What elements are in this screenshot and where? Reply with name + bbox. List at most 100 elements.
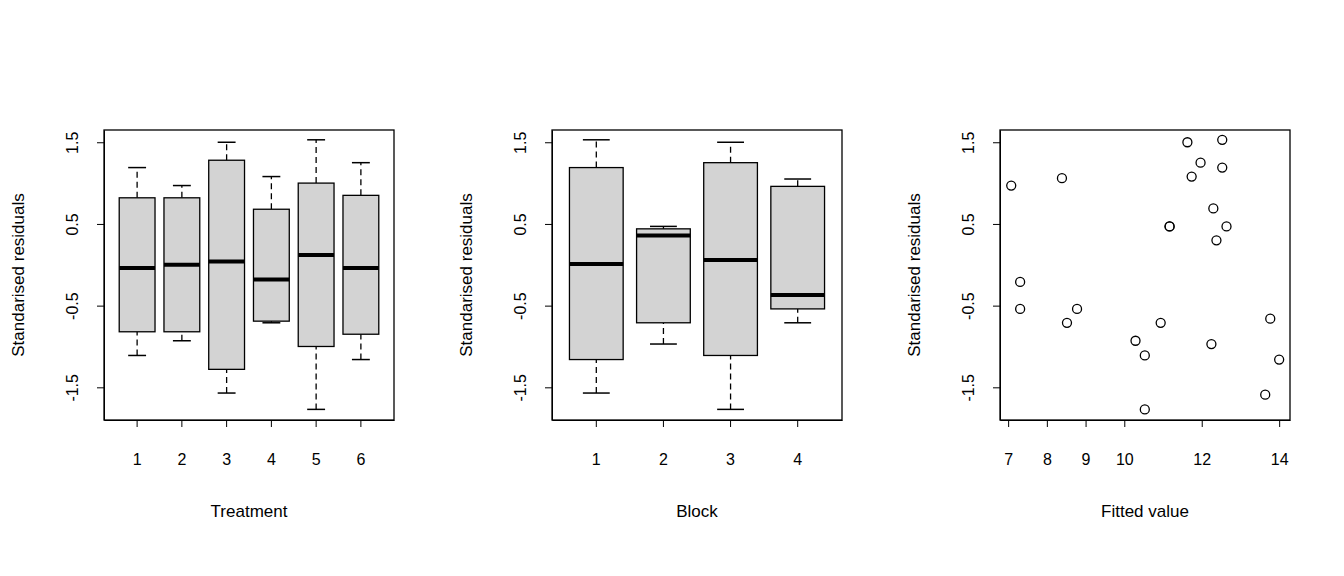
whisker [136,332,137,356]
whisker [797,179,798,186]
median [298,253,334,257]
box [569,168,623,360]
point [1209,204,1218,213]
median [343,266,379,270]
tick-mark [730,420,731,427]
plot-frame [104,130,394,420]
whisker [663,323,664,344]
box-group [771,179,825,323]
tick-mark [545,387,552,388]
whisker [226,142,227,160]
whisker-cap [784,178,811,180]
tick-mark [97,387,104,388]
point [1057,174,1066,183]
axis: 123456 [105,420,395,468]
tick-label: 6 [356,451,365,468]
point [1073,304,1082,313]
tick: 7 [1004,420,1013,468]
whisker [596,360,597,393]
whisker-cap [128,167,146,169]
tick-mark [360,420,361,427]
tick-mark [97,142,104,143]
whisker [181,332,182,341]
plot-frame [1000,130,1290,420]
tick-mark [993,224,1000,225]
point [1016,304,1025,313]
box-group [637,226,691,344]
plot-frame [552,130,842,420]
tick: 9 [1082,420,1091,468]
y-axis-title: Standarised residuals [457,193,476,356]
tick-label: 1.5 [512,132,529,154]
tick-label: 12 [1193,451,1211,468]
tick: -0.5 [960,292,1000,320]
tick-mark [97,224,104,225]
point [1165,222,1174,231]
whisker [315,346,316,409]
tick-mark [993,142,1000,143]
panel: 789101214-1.5-0.50.51.5Fitted valueStand… [905,130,1291,521]
whisker-cap [173,340,191,342]
whisker-cap [583,392,610,394]
median [209,260,245,264]
tick-label: 4 [793,451,802,468]
tick-label: -1.5 [512,374,529,402]
tick-mark [226,420,227,427]
x-axis-title: Treatment [211,502,288,521]
tick: 1.5 [64,132,104,154]
whisker [271,177,272,210]
box-group [253,177,289,323]
tick-label: 1 [592,451,601,468]
whisker-cap [128,355,146,357]
whisker-cap [784,322,811,324]
tick: 14 [1271,420,1289,468]
point [1062,318,1071,327]
tick: -0.5 [64,292,104,320]
point [1131,336,1140,345]
tick: 0.5 [64,213,104,235]
box [253,209,289,321]
whisker-cap [352,162,370,164]
tick-mark [316,420,317,427]
box-group [704,142,758,409]
tick-mark [1008,420,1009,427]
tick: 0.5 [512,213,552,235]
tick-label: 3 [222,451,231,468]
whisker-cap [173,185,191,187]
tick-label: 8 [1043,451,1052,468]
tick: 1 [133,420,142,468]
point [1218,135,1227,144]
tick-mark [1124,420,1125,427]
tick-label: 10 [1116,451,1134,468]
box [704,163,758,356]
box [209,160,245,369]
point [1187,172,1196,181]
tick: 0.5 [960,213,1000,235]
tick-mark [545,142,552,143]
whisker-cap [307,139,325,141]
tick: 6 [356,420,365,468]
tick-mark [663,420,664,427]
point [1016,277,1025,286]
tick-mark [181,420,182,427]
tick: 2 [659,420,668,468]
median [637,233,691,237]
x-axis-title: Fitted value [1101,502,1189,521]
tick-label: 7 [1004,451,1013,468]
point [1165,222,1174,231]
tick-label: -1.5 [64,374,81,402]
tick: 5 [312,420,321,468]
whisker [730,142,731,162]
whisker-cap [583,139,610,141]
median [119,266,155,270]
tick: -0.5 [512,292,552,320]
tick-mark [1202,420,1203,427]
tick: 1 [592,420,601,468]
tick-label: 9 [1082,451,1091,468]
box-group [569,140,623,393]
whisker-cap [650,226,677,228]
tick-label: 0.5 [512,213,529,235]
tick-label: -0.5 [512,292,529,320]
whisker-cap [218,392,236,394]
box [119,198,155,332]
